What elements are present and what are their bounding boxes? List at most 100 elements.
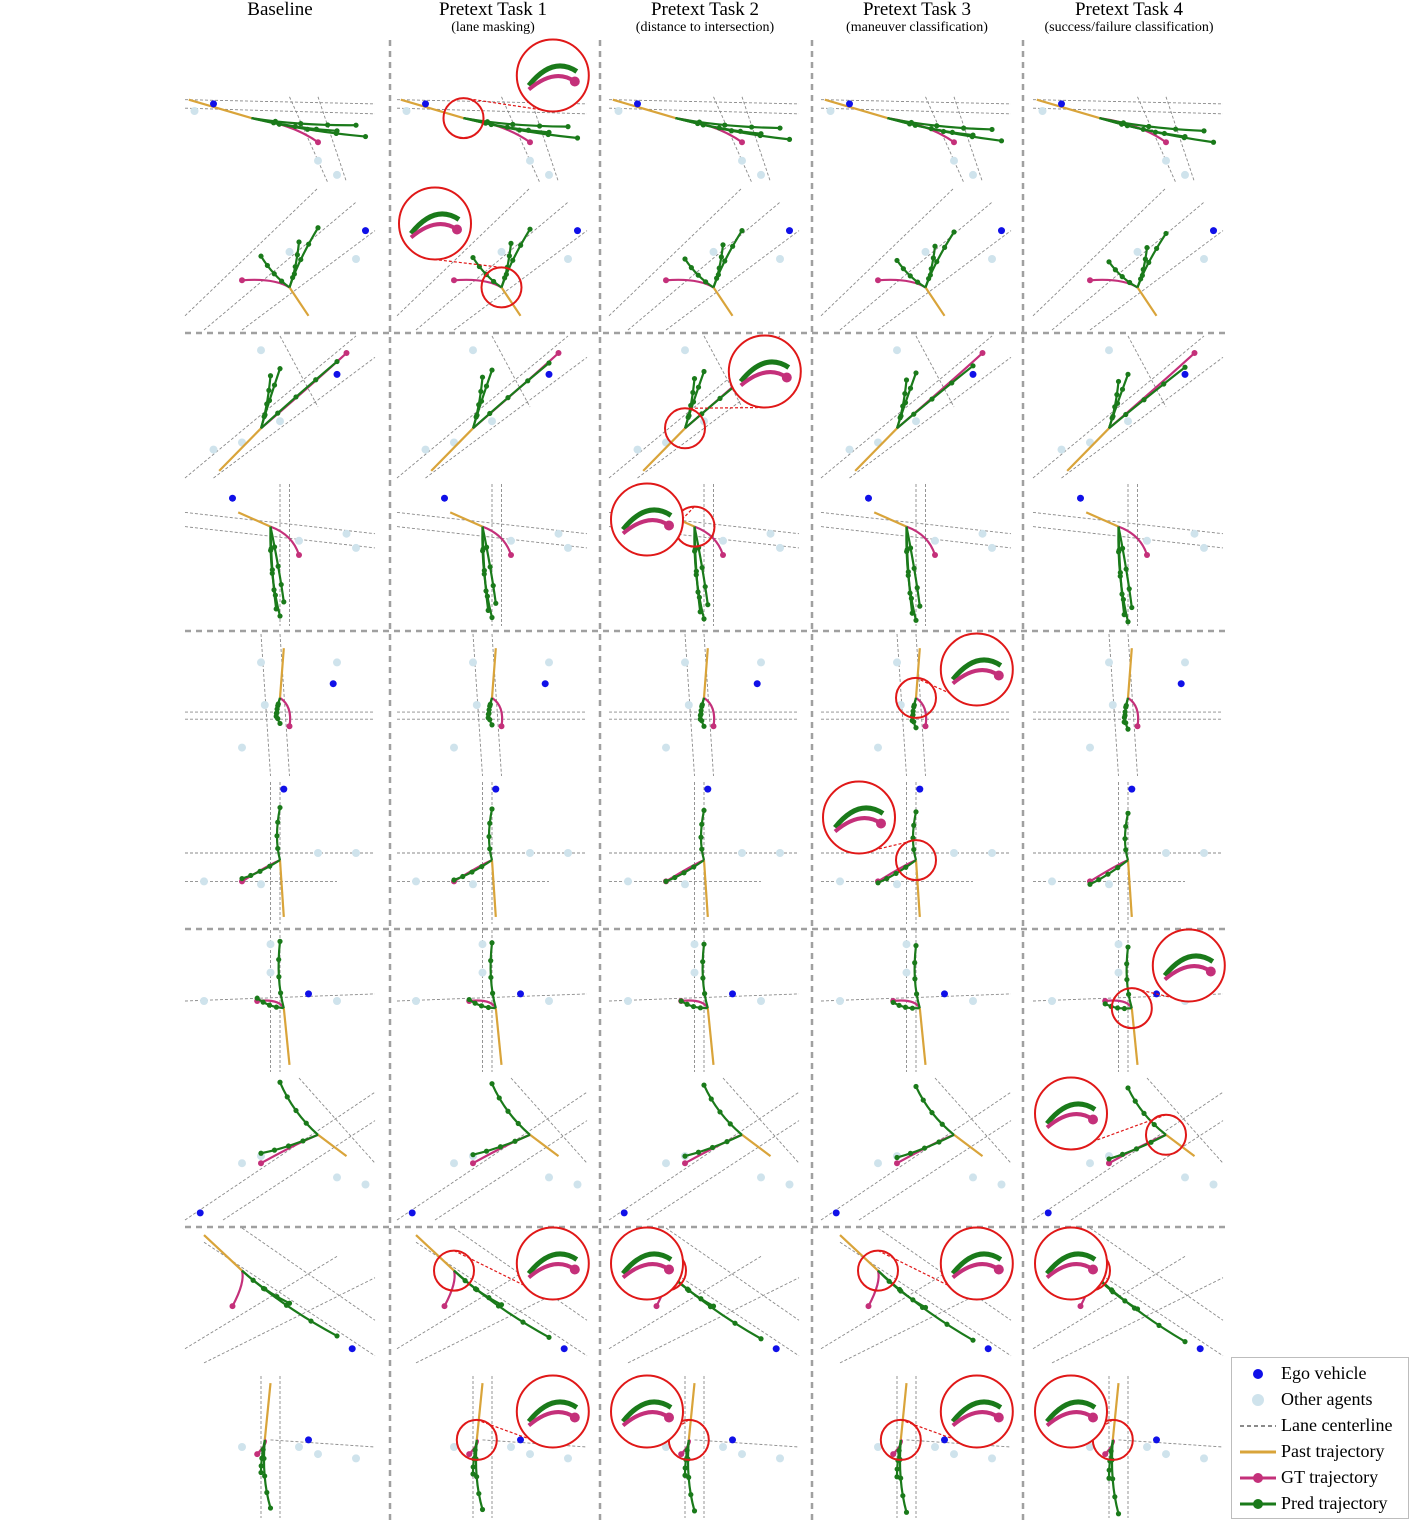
scene-panel xyxy=(185,633,375,777)
pred-trajectory xyxy=(1089,1269,1186,1343)
scene-panel xyxy=(397,782,587,924)
other-agent xyxy=(314,156,322,165)
ego-vehicle xyxy=(941,990,948,998)
other-agent xyxy=(314,1450,322,1459)
pred-waypoint xyxy=(1106,1467,1112,1473)
pred-waypoint xyxy=(1105,871,1111,877)
gt-endpoint xyxy=(296,552,302,558)
pred-waypoint xyxy=(1119,545,1126,551)
pred-trajectory xyxy=(702,1084,743,1136)
pred-waypoint xyxy=(727,1121,733,1127)
pred-waypoint xyxy=(254,995,260,1001)
other-agent xyxy=(690,968,699,977)
lane-centerline xyxy=(184,107,376,115)
zoom-focus-circle xyxy=(879,1418,922,1461)
column-subtitle: (success/failure classification) xyxy=(1044,20,1214,35)
pred-waypoint xyxy=(1115,378,1122,385)
other-agent xyxy=(785,1180,794,1189)
ego-vehicle xyxy=(574,227,581,235)
ego-vehicle xyxy=(517,1436,524,1444)
pred-waypoint xyxy=(697,716,703,722)
legend-item-pred: Pred trajectory xyxy=(1232,1491,1408,1517)
pred-waypoint xyxy=(276,956,282,963)
pred-waypoint xyxy=(486,707,492,713)
other-agent xyxy=(295,1443,303,1451)
other-agent xyxy=(719,1443,727,1451)
pred-waypoint xyxy=(1210,139,1217,145)
pred-waypoint xyxy=(279,278,285,284)
lane-centerline xyxy=(1051,1277,1224,1364)
pred-waypoint xyxy=(474,1474,480,1480)
pred-waypoint xyxy=(483,588,489,594)
pred-waypoint xyxy=(732,1320,738,1326)
gt-endpoint xyxy=(1087,277,1093,284)
other-agent xyxy=(469,658,477,667)
gt-trajectory xyxy=(491,696,504,727)
ego-vehicle xyxy=(941,1436,948,1444)
pred-waypoint xyxy=(758,1336,764,1342)
ego-vehicle xyxy=(1177,680,1185,688)
lane-centerline xyxy=(396,526,588,549)
other-agent xyxy=(1105,658,1113,667)
lane-centerline xyxy=(396,187,531,317)
pred-waypoint xyxy=(470,1152,476,1158)
lane-centerline xyxy=(608,1091,800,1221)
other-agent xyxy=(333,1173,341,1182)
pred-waypoint xyxy=(271,544,278,550)
scene-panel xyxy=(608,930,800,1072)
pred-waypoint xyxy=(473,414,479,420)
zoom-pred-trajectory xyxy=(950,657,1003,682)
other-agent xyxy=(190,107,199,115)
pred-line-icon xyxy=(1240,1499,1276,1509)
pred-waypoint xyxy=(298,121,304,127)
other-agent xyxy=(295,536,303,545)
pred-waypoint xyxy=(698,707,704,714)
ego-vehicle xyxy=(998,227,1005,235)
pred-waypoint xyxy=(248,872,254,879)
scene-panel xyxy=(1032,335,1224,479)
other-agent xyxy=(545,1173,553,1182)
pred-waypoint xyxy=(266,1002,273,1008)
pred-waypoint xyxy=(479,374,486,380)
other-agent xyxy=(1162,1450,1170,1459)
gt-trajectory xyxy=(482,525,513,556)
lane-centerline xyxy=(1146,1077,1224,1164)
pred-waypoint xyxy=(298,256,304,263)
other-agent xyxy=(969,997,977,1005)
pred-waypoint xyxy=(1115,865,1121,871)
other-agent xyxy=(921,247,930,256)
pred-waypoint xyxy=(724,1139,730,1145)
pred-waypoint xyxy=(1125,726,1131,732)
other-agent xyxy=(545,170,553,179)
other-agent xyxy=(238,743,246,752)
pred-waypoint xyxy=(262,1473,268,1479)
pred-waypoint xyxy=(903,864,909,870)
other-agent xyxy=(450,1443,458,1451)
pred-waypoint xyxy=(691,1508,698,1514)
pred-waypoint xyxy=(264,401,270,407)
scene-panel xyxy=(184,484,376,626)
gt-endpoint xyxy=(922,723,929,730)
ego-vehicle xyxy=(729,1436,736,1444)
gt-trajectory xyxy=(915,696,928,727)
lane-centerline xyxy=(925,96,964,183)
pred-waypoint xyxy=(293,1107,299,1114)
other-agent xyxy=(238,1443,246,1451)
lane-centerline xyxy=(396,99,588,105)
zoom-gt-endpoint xyxy=(569,76,580,87)
zoom-pred-trajectory xyxy=(409,211,461,236)
zoom-gt-endpoint xyxy=(876,818,886,829)
pred-waypoint xyxy=(1117,570,1123,576)
pred-waypoint xyxy=(490,583,496,589)
pred-waypoint xyxy=(914,585,920,591)
lane-centerline xyxy=(1089,1227,1224,1321)
zoom-callout xyxy=(433,1226,590,1301)
gt-trajectory xyxy=(231,1270,244,1307)
pred-waypoint xyxy=(1124,961,1130,967)
ego-vehicle xyxy=(832,1209,840,1217)
column-title: Pretext Task 2 xyxy=(650,0,760,20)
pred-trajectory xyxy=(887,117,993,131)
pred-waypoint xyxy=(911,822,917,828)
lane-centerline xyxy=(213,356,376,479)
pred-waypoint xyxy=(294,252,300,258)
